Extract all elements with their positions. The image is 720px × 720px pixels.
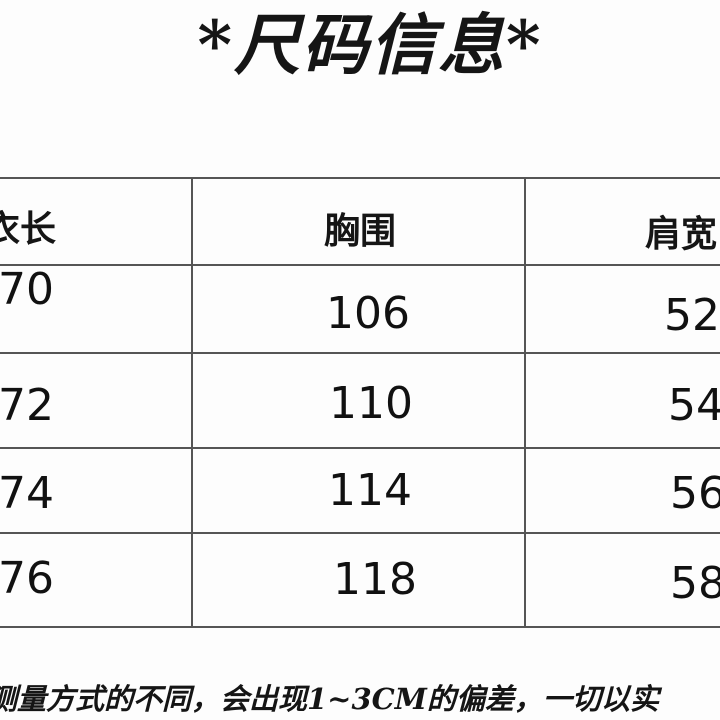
shoulder-value: 54 — [668, 380, 720, 431]
header-length: 衣长 — [0, 208, 57, 250]
column-divider — [191, 178, 193, 628]
chest-value: 106 — [326, 288, 410, 339]
measurement-note: 测量方式的不同，会出现1~3CM的偏差，一切以实 — [0, 682, 659, 716]
row-divider — [0, 532, 720, 534]
table-border-top — [0, 177, 720, 179]
length-value: 74 — [0, 468, 54, 519]
page-title: *尺码信息* — [197, 6, 543, 84]
shoulder-value: 58 — [670, 558, 720, 609]
length-value: 76 — [0, 553, 54, 604]
chest-value: 114 — [328, 465, 412, 516]
shoulder-value: 52 — [664, 290, 720, 341]
row-divider — [0, 447, 720, 449]
chest-value: 118 — [333, 554, 417, 605]
row-divider — [0, 352, 720, 354]
header-shoulder: 肩宽 — [645, 213, 718, 255]
length-value: 70 — [0, 264, 54, 315]
chest-value: 110 — [329, 378, 413, 429]
row-divider — [0, 264, 720, 266]
length-value: 72 — [0, 380, 54, 431]
table-border-bottom — [0, 626, 720, 628]
column-divider — [524, 178, 526, 628]
shoulder-value: 56 — [670, 468, 720, 519]
header-chest: 胸围 — [324, 210, 397, 252]
